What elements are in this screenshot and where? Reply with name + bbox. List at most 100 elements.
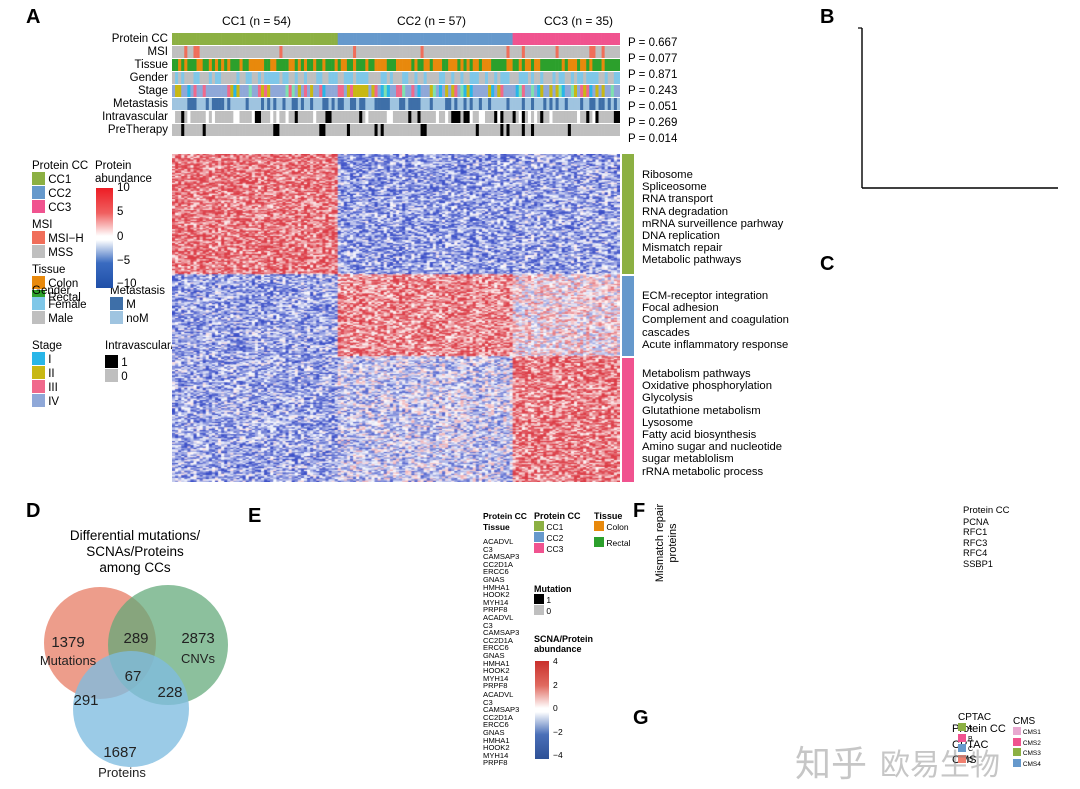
pathway-sugar-metabolism: sugar metablolism [642,453,734,466]
svg-text:CNVs: CNVs [181,651,215,666]
swatch-msi-h [32,231,45,244]
legend-title-gender: Gender [32,285,71,297]
gene-hmha1-3: HMHA1 [483,735,510,745]
protein-rfc4: RFC4 [963,548,988,559]
colorbar-title-text: Protein abundance [95,160,152,185]
cluster-header-cc1: CC1 (n = 54) [222,14,292,28]
swatch-stage-ii [32,366,45,379]
pathway-mrna-surveillence: mRNA surveillence parhway [642,217,784,230]
pvalue-msi: P = 0.077 [628,53,678,65]
panelE-gene-labels-scna: ACADVL C3 CAMSAP3 CC2D1A ERCC6 GNAS HMHA… [483,614,519,690]
legend-title-tissue: Tissue [32,264,66,276]
panelF-scatter-ssbp1 [872,574,1072,702]
cbtick-m10: −10 [117,278,137,290]
anno-track-stage [172,85,620,97]
swatch-m [110,297,123,310]
etick-m2: −2 [553,727,563,737]
panelG-legitem-d: D [958,754,991,766]
row-label-gender: Gender [129,72,168,84]
legend-item-intra-0: 0 [105,368,195,383]
panelF-anno-label: Protein CC [963,505,1010,516]
pathway-amino-sugar: Amino sugar and nucleotide [642,441,783,454]
panelA-row-labels: Protein CC MSI Tissue Gender Stage Metas… [58,33,168,137]
panelE-legtitle-protein-cc: Protein CC [534,511,581,521]
swatch-intra-1 [105,354,118,368]
panelE-gene-labels-mutation: ACADVL C3 CAMSAP3 CC2D1A ERCC6 GNAS HMHA… [483,538,519,614]
panelC-chart [818,250,1080,485]
swatch-cptac-a [958,723,966,731]
pathway-rna-degradation: RNA degradation [642,205,729,218]
pathway-lysosome: Lysosome [642,416,694,429]
panelE-annotation-tracks [265,512,480,534]
panelA-heatmap [172,154,620,482]
row-label-stage: Stage [137,85,168,97]
pvalue-intravascular: P = 0.014 [628,133,678,145]
cbtick-m5: −5 [117,255,131,267]
legend-item-cc1: CC1 [32,172,162,186]
gene-c3-3: C3 [483,697,493,707]
panelD-venn: 1379 Mutations 2873 CNVs 1687 Proteins 2… [40,585,228,780]
anno-track-gender [172,72,620,84]
panel-label-e: E [248,505,262,527]
gene-camsap3-3: CAMSAP3 [483,705,520,715]
panelG-legitem-c: C [958,744,991,755]
swatch-cptac-b [958,733,966,742]
cluster-header-cc3: CC3 (n = 35) [544,14,614,28]
panelE-label-protein-cc: Protein CC [483,511,527,521]
swatch-cms2 [1013,737,1021,746]
pathway-complement-coag: Complement and coagulation [642,314,789,327]
panelE-legtitle-mutation: Mutation [534,584,572,594]
pathway-rrna-metabolic: rRNA metabolic process [642,465,764,478]
panelE-protein-heatmap [265,690,480,756]
panelE-legitem-mut1: 1 [534,594,572,605]
legend-item-stage-ii: II [32,366,102,380]
panelE-legtitle-tissue: Tissue [594,511,623,521]
panelA-legend-gender: Gender Female Male [32,285,117,325]
pathway-metabolism: Metabolism pathways [642,368,751,380]
protein-rfc3: RFC3 [963,537,988,548]
swatch-cms1 [1013,727,1021,735]
row-label-protein-cc: Protein CC [111,33,168,45]
panelD-title-line3: among CCs [99,560,171,575]
panelG-legitem-cms3: CMS3 [1013,748,1041,759]
row-label-msi: MSI [147,46,168,58]
swatch-cc2 [32,186,45,199]
legend-title-stage: Stage [32,340,63,352]
panelA-pathway-group-bars [622,154,634,482]
svg-text:1379: 1379 [51,634,84,651]
cbtick-10: 10 [117,182,130,194]
anno-track-intravascular [172,111,620,123]
swatch-colon [32,276,45,289]
anno-track-tissue [172,59,620,71]
legend-item-nom: noM [110,311,190,325]
protein-pcna: PCNA [963,517,989,527]
legend-item-male: Male [32,311,117,325]
gene-hook2-3: HOOK2 [483,743,510,753]
gene-cc2d1a-3: CC2D1A [483,712,513,722]
pvalue-tissue: P = 0.871 [628,69,678,81]
panelG-legend-cptac: CPTAC A B C D [958,712,991,765]
panelE-scna-heatmap [265,613,480,679]
pathway-mismatch-repair: Mismatch repair [642,242,723,255]
panel-label-c: C [820,253,835,275]
panelE-scna-colorbar [535,661,549,759]
swatch-cptac-d [958,754,966,763]
pathway-cascades: cascades [642,326,690,339]
panelE-legend-mutation: Mutation 1 0 [534,584,572,616]
swatch-female [32,297,45,310]
panelG-legitem-cms2: CMS2 [1013,737,1041,749]
swatch-intra-0 [105,368,118,382]
gene-gnas-2: GNAS [483,650,505,660]
panelE-legitem-rectal: Rectal [594,537,630,548]
gene-hook2-1: HOOK2 [483,590,510,600]
panelA-legends: Protein CC CC1 CC2 CC3 MSI MSI−H MSS Tis… [32,160,162,304]
legend-item-mss: MSS [32,245,162,259]
anno-track-metastasis [172,98,620,110]
gene-prpf8-1: PRPF8 [483,605,508,615]
row-label-tissue: Tissue [134,59,168,71]
swatch-cms4 [1013,758,1021,767]
panelG-legtitle-cms: CMS [1013,716,1036,727]
panelE-anno-labels: Protein CC Tissue [483,511,527,533]
panelE-legend-scna-title: SCNA/Protein abundance [534,634,593,654]
pathway-glutathione: Glutathione metabolism [642,404,761,417]
